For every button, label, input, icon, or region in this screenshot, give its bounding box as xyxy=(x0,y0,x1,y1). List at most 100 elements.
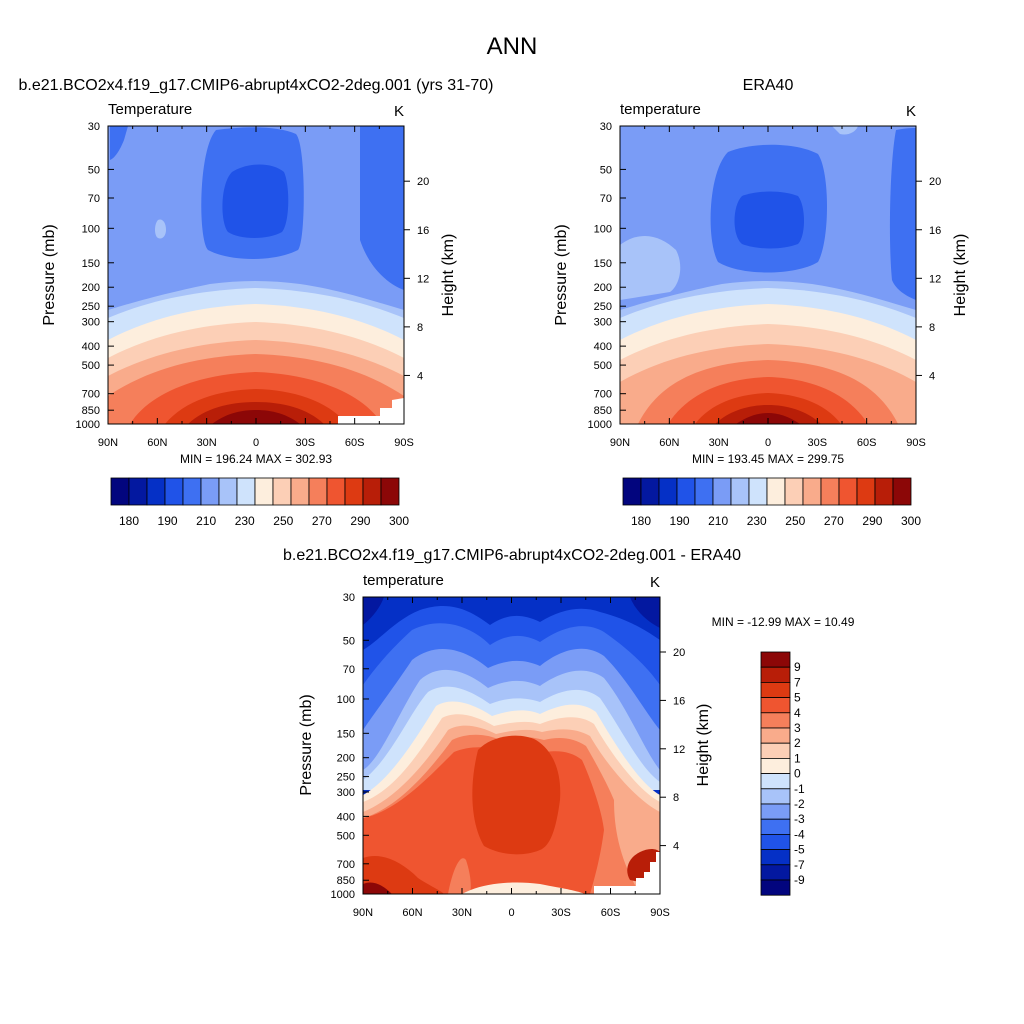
x-tick-label: 0 xyxy=(253,437,259,449)
colorbar-cell xyxy=(110,477,130,506)
contour-band xyxy=(363,882,392,894)
contour-band xyxy=(212,410,300,424)
p-axis: 30 50 70 100 150 200 250 300 400 500 700 850 1000 xyxy=(76,121,114,431)
y-tick-label: 400 xyxy=(337,811,355,823)
x-tick-label: 0 xyxy=(508,907,514,919)
y-tick-label: 30 xyxy=(600,121,612,133)
colorbar-cell xyxy=(820,477,840,506)
x-tick-label: 60N xyxy=(659,437,679,449)
contour-band xyxy=(472,735,561,855)
variable-label: Temperature xyxy=(108,101,192,118)
y-tick-label: 500 xyxy=(82,360,100,372)
colorbar-label: 2 xyxy=(794,736,801,750)
y-tick-label: 300 xyxy=(82,317,100,329)
colorbar: 180 190 210 230 250 270 290 300 xyxy=(622,477,921,528)
x-tick-label: 60S xyxy=(601,907,621,919)
colorbar-label: 0 xyxy=(794,767,801,781)
z-tick-label: 16 xyxy=(929,225,941,237)
colorbar-cell xyxy=(760,803,791,820)
colorbar-label: 1 xyxy=(794,751,801,765)
min-max-stats: MIN = 196.24 MAX = 302.93 xyxy=(180,452,332,466)
colorbar-cell xyxy=(730,477,750,506)
z-tick-label: 12 xyxy=(417,273,429,285)
contour-band xyxy=(363,597,384,625)
x-tick-label: 30S xyxy=(808,437,828,449)
colorbar-cell xyxy=(658,477,678,506)
z-tick-label: 16 xyxy=(417,225,429,237)
contour-field xyxy=(363,597,660,894)
colorbar-cell xyxy=(838,477,858,506)
colorbar-label: 270 xyxy=(824,514,844,528)
colorbar-cell xyxy=(760,666,791,683)
y-tick-label: 70 xyxy=(88,193,100,205)
y-tick-label: 100 xyxy=(594,223,612,235)
x-tick-label: 30N xyxy=(709,437,729,449)
y-tick-label: 850 xyxy=(82,405,100,417)
z-tick-label: 4 xyxy=(929,370,935,382)
units-label: K xyxy=(650,574,660,591)
z-tick-label: 8 xyxy=(417,322,423,334)
panel-model: b.e21.BCO2x4.f19_g17.CMIP6-abrupt4xCO2-2… xyxy=(19,77,494,528)
figure-title: ANN xyxy=(487,33,538,60)
z-tick-label: 20 xyxy=(673,647,685,659)
colorbar-label: 210 xyxy=(708,514,728,528)
colorbar-cell xyxy=(182,477,202,506)
colorbar-label: 290 xyxy=(862,514,882,528)
colorbar-label: -9 xyxy=(794,873,805,887)
colorbar-label: -5 xyxy=(794,843,805,857)
x-tick-label: 90N xyxy=(610,437,630,449)
y-axis-label-pressure: Pressure (mb) xyxy=(553,224,570,325)
units-label: K xyxy=(394,103,404,120)
colorbar-label: -2 xyxy=(794,797,805,811)
colorbar-cell xyxy=(760,788,791,805)
colorbar-cell xyxy=(164,477,184,506)
contour-field xyxy=(108,126,404,424)
contour-band xyxy=(462,882,585,894)
x-tick-label: 30N xyxy=(197,437,217,449)
colorbar-cell xyxy=(784,477,804,506)
x-axis: 90N 60N 30N 0 30S 60S 90S xyxy=(353,597,670,919)
y-axis-label-height: Height (km) xyxy=(695,704,712,787)
colorbar-cell xyxy=(760,849,791,866)
y-tick-label: 850 xyxy=(594,405,612,417)
colorbar-cell xyxy=(326,477,346,506)
colorbar-cell xyxy=(748,477,768,506)
contour-field xyxy=(620,126,916,424)
colorbar-label: -3 xyxy=(794,812,805,826)
z-tick-label: 20 xyxy=(929,176,941,188)
y-tick-label: 850 xyxy=(337,875,355,887)
x-tick-label: 60N xyxy=(402,907,422,919)
colorbar-label: 7 xyxy=(794,675,801,689)
z-tick-label: 8 xyxy=(673,792,679,804)
z-axis: 20 16 12 8 4 xyxy=(660,647,685,853)
y-axis-label-pressure: Pressure (mb) xyxy=(41,224,58,325)
colorbar-cell xyxy=(676,477,696,506)
contour-band xyxy=(889,128,916,300)
y-tick-label: 1000 xyxy=(588,419,612,431)
colorbar-label: 250 xyxy=(273,514,293,528)
contour-band xyxy=(620,235,681,300)
colorbar-cell xyxy=(712,477,732,506)
contour-band xyxy=(363,856,444,894)
panel-title: b.e21.BCO2x4.f19_g17.CMIP6-abrupt4xCO2-2… xyxy=(283,547,741,564)
x-tick-label: 60S xyxy=(857,437,877,449)
y-tick-label: 250 xyxy=(337,772,355,784)
colorbar-cell xyxy=(892,477,912,506)
z-axis: 20 16 12 8 4 xyxy=(404,176,429,382)
y-axis-label-height: Height (km) xyxy=(952,234,969,317)
y-tick-label: 500 xyxy=(594,360,612,372)
x-tick-label: 60S xyxy=(345,437,365,449)
y-tick-label: 200 xyxy=(337,753,355,765)
y-tick-label: 250 xyxy=(82,301,100,313)
missing-data-area xyxy=(338,398,404,424)
y-tick-label: 70 xyxy=(343,664,355,676)
panel-title: b.e21.BCO2x4.f19_g17.CMIP6-abrupt4xCO2-2… xyxy=(19,77,494,94)
y-tick-label: 300 xyxy=(594,317,612,329)
x-tick-label: 60N xyxy=(147,437,167,449)
z-tick-label: 8 xyxy=(929,322,935,334)
colorbar-cell xyxy=(272,477,292,506)
panel-difference: b.e21.BCO2x4.f19_g17.CMIP6-abrupt4xCO2-2… xyxy=(283,547,855,919)
colorbar-cell xyxy=(254,477,274,506)
z-tick-label: 4 xyxy=(417,370,423,382)
